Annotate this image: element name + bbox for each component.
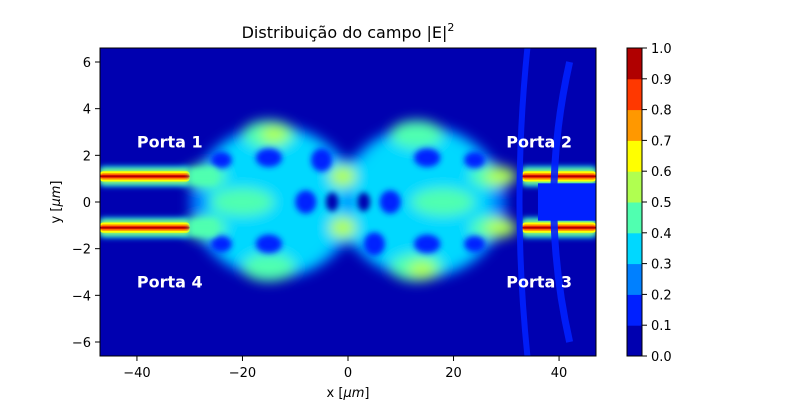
x-tick-label: −40: [123, 366, 150, 381]
hotspot-2: [329, 217, 356, 239]
x-axis-label: x [μm]: [327, 386, 370, 400]
minimum-12: [357, 192, 371, 212]
plot-area: [100, 48, 596, 356]
port-label-1: Porta 1: [137, 132, 203, 151]
colorbar-tick-label: 0.5: [651, 196, 672, 211]
waveguides: [100, 166, 596, 238]
y-tick-label: −2: [72, 243, 91, 258]
chart-title: Distribuição do campo |E|2: [242, 21, 455, 42]
minimum-5: [210, 151, 232, 169]
colorbar-tick-label: 1.0: [651, 42, 672, 57]
colorbar-segment: [627, 78, 642, 111]
y-tick-label: −4: [72, 289, 91, 304]
port-label-4: Porta 4: [137, 272, 203, 291]
colorbar-segment: [627, 263, 642, 295]
y-tick-label: −6: [72, 336, 91, 351]
field-minima: [210, 148, 486, 256]
y-axis-label: y [μm]: [49, 181, 64, 224]
mmi-right-lower: [353, 153, 491, 275]
hotspot-3: [485, 167, 517, 186]
port-labels: Porta 1 Porta 2 Porta 3 Porta 4: [137, 132, 572, 291]
lobe-3: [242, 253, 296, 282]
port-label-3: Porta 3: [506, 272, 572, 291]
port-label-2: Porta 2: [506, 132, 572, 151]
colorbar-segment: [627, 48, 642, 80]
waveguide-port-4: [100, 217, 190, 238]
lobe-5: [210, 188, 275, 216]
minimum-13: [311, 148, 333, 172]
y-tick-label: 0: [83, 196, 91, 211]
x-tick-label: −20: [229, 366, 256, 381]
hotspot-6: [408, 261, 436, 278]
minimum-8: [464, 235, 486, 253]
waveguide-port-2: [522, 166, 596, 187]
colorbar-segment: [627, 325, 642, 357]
minimum-1: [255, 148, 283, 168]
x-tick-label: 0: [344, 366, 352, 381]
y-tick-label: 4: [83, 103, 91, 118]
colorbar-tick-label: 0.9: [651, 73, 672, 88]
colorbar-segment: [627, 294, 642, 326]
minimum-2: [255, 234, 283, 254]
radiation-streaks: [516, 48, 596, 356]
y-axis: −6 −4 −2 0 2 4 6: [72, 56, 100, 351]
colorbar-tick-label: 0.2: [651, 288, 672, 303]
colorbar-tick-label: 0.7: [651, 134, 672, 149]
colorbar-tick-label: 0.0: [651, 350, 672, 365]
y-tick-label: 2: [83, 149, 91, 164]
hotspot-5: [260, 126, 288, 143]
minimum-7: [464, 151, 486, 169]
hotspot-4: [485, 218, 517, 238]
minimum-10: [379, 190, 401, 214]
colorbar-segment: [627, 109, 642, 141]
x-axis: −40 −20 0 20 40: [123, 356, 567, 381]
field-intensity: [184, 120, 517, 282]
mmi-left-lower: [205, 153, 343, 275]
minimum-4: [413, 234, 441, 254]
colorbar-tick-label: 0.3: [651, 258, 672, 273]
hotspot-1: [329, 165, 356, 187]
lobe-6: [411, 188, 475, 216]
minimum-3: [413, 148, 441, 168]
waveguide-port-1: [100, 166, 190, 187]
colorbar-segment: [627, 140, 642, 172]
minimum-14: [363, 232, 385, 256]
minimum-9: [295, 190, 317, 214]
waveguide-port-3: [522, 217, 596, 238]
x-tick-label: 20: [445, 366, 462, 381]
y-tick-label: 6: [83, 56, 91, 71]
colorbar-segment: [627, 202, 642, 234]
colorbar-segment: [627, 232, 642, 265]
colorbar-tick-label: 0.6: [651, 165, 672, 180]
colorbar-tick-label: 0.1: [651, 319, 672, 334]
colorbar-tick-label: 0.8: [651, 104, 672, 119]
minimum-11: [325, 192, 339, 212]
lobe-2: [390, 120, 443, 149]
colorbar-tick-label: 0.4: [651, 227, 672, 242]
minimum-6: [210, 235, 232, 253]
colorbar: 0.0 0.1 0.2 0.3 0.4 0.5 0.6 0.7 0.8 0.9 1.0: [626, 42, 672, 365]
x-tick-label: 40: [551, 366, 568, 381]
colorbar-segment: [627, 171, 642, 203]
